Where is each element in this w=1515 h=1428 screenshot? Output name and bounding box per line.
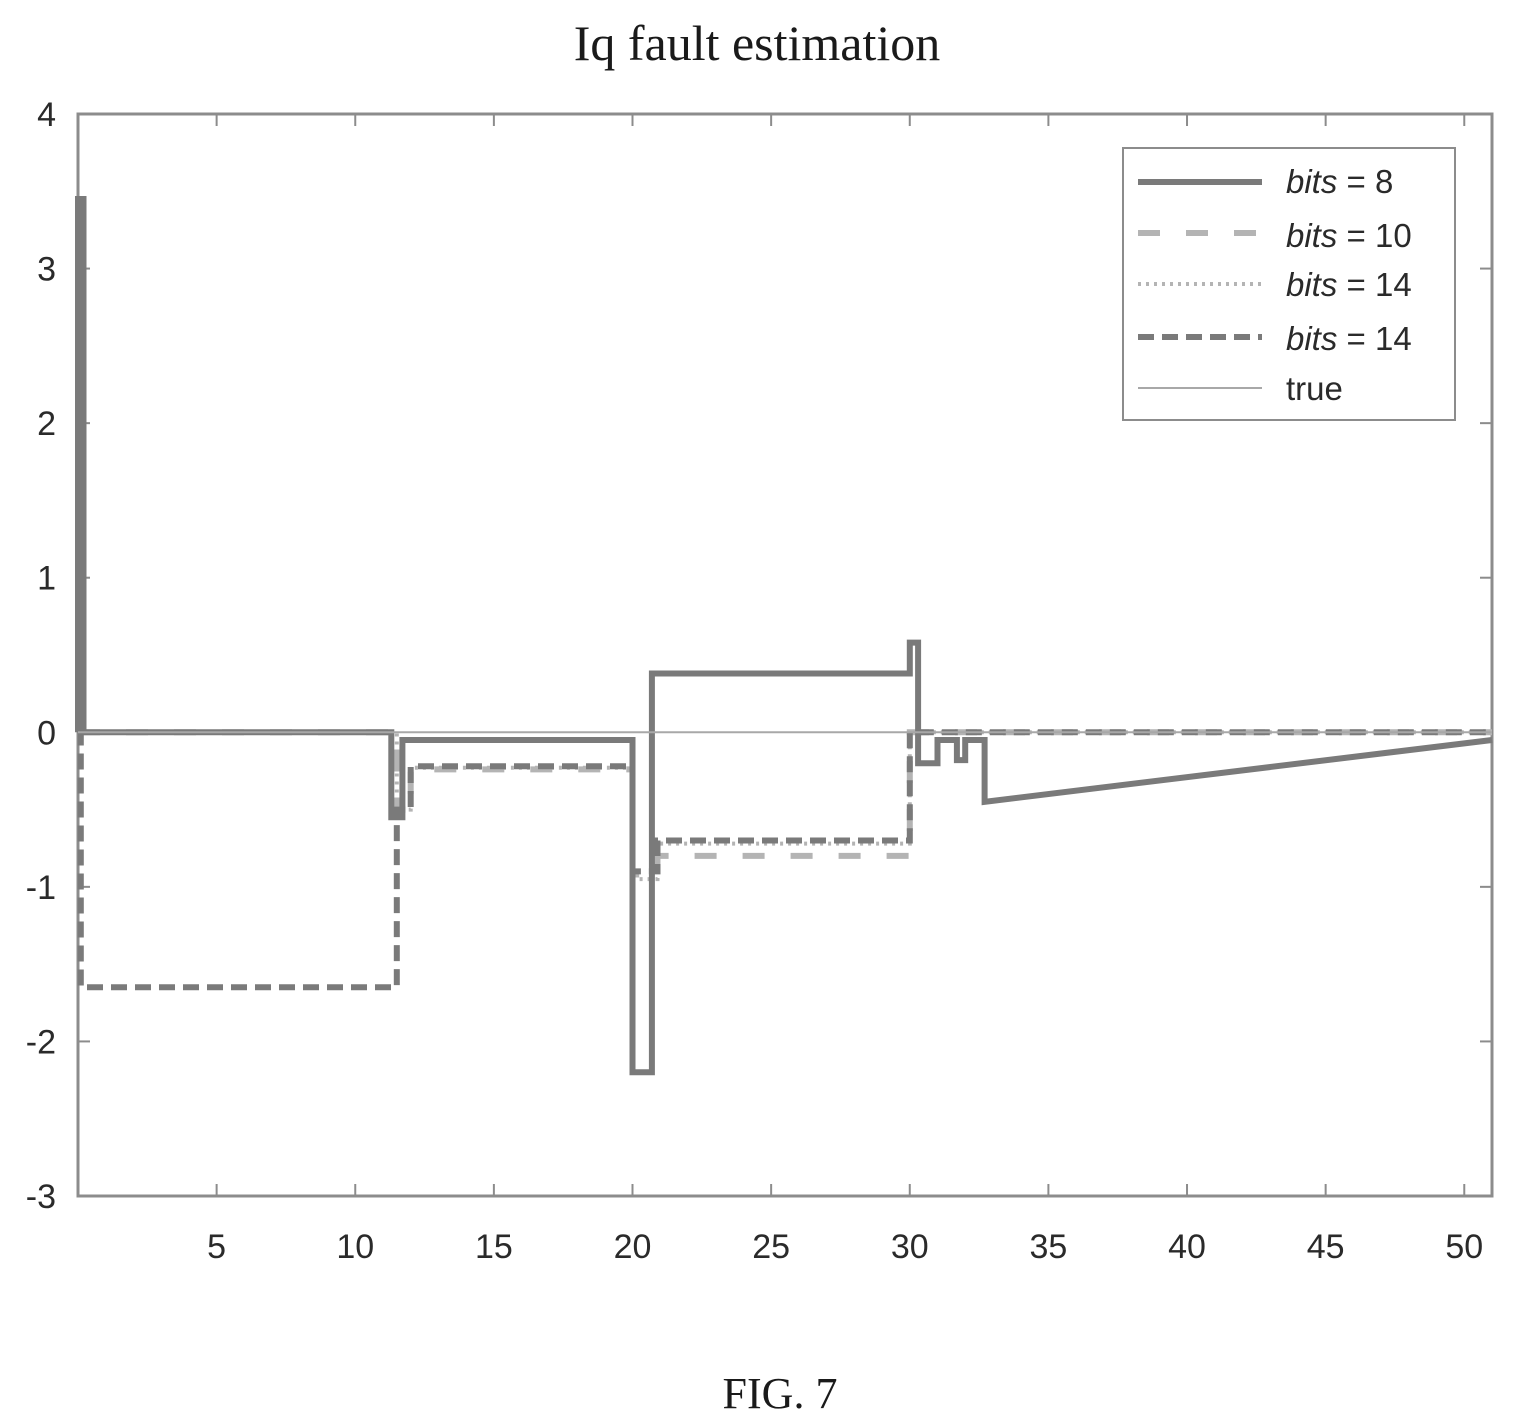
- x-tick-label: 20: [614, 1228, 652, 1266]
- chart-title: Iq fault estimation: [574, 15, 941, 71]
- legend-label-bits-10: bits = 10: [1286, 217, 1412, 254]
- x-tick-label: 10: [336, 1228, 374, 1266]
- y-tick-label: 0: [37, 714, 56, 752]
- x-tick-labels: 5 10 15 20 25 30 35 40 45 50: [207, 1228, 1483, 1266]
- series-bits-14-dotted: [78, 730, 1492, 882]
- tick-marks: [78, 113, 1492, 1197]
- x-tick-label: 25: [752, 1228, 790, 1266]
- x-tick-label: 15: [475, 1228, 513, 1266]
- legend: bits = 8 bits = 10 bits = 14 bits = 14 t…: [1122, 147, 1456, 421]
- series-bits-10: [78, 729, 1492, 878]
- y-tick-label: -3: [26, 1178, 56, 1216]
- x-tick-label: 30: [891, 1228, 929, 1266]
- legend-label-bits-14-b: bits = 14: [1286, 320, 1412, 357]
- legend-label-true: true: [1286, 370, 1343, 407]
- x-tick-label: 45: [1307, 1228, 1345, 1266]
- y-tick-label: -2: [26, 1023, 56, 1061]
- x-tick-label: 50: [1445, 1228, 1483, 1266]
- y-tick-label: -1: [26, 869, 56, 907]
- y-tick-label: 4: [37, 96, 56, 134]
- x-tick-label: 5: [207, 1228, 226, 1266]
- x-tick-label: 40: [1168, 1228, 1206, 1266]
- figure-label: FIG. 7: [723, 1369, 838, 1418]
- series-group: [75, 196, 1493, 1076]
- y-tick-label: 1: [37, 560, 56, 598]
- y-tick-label: 3: [37, 251, 56, 289]
- legend-box: [1122, 147, 1456, 421]
- y-tick-label: 2: [37, 405, 56, 443]
- x-tick-label: 35: [1029, 1228, 1067, 1266]
- legend-label-bits-8: bits = 8: [1286, 163, 1393, 200]
- y-tick-labels: 4 3 2 1 0 -1 -2 -3: [26, 96, 56, 1216]
- legend-label-bits-14-a: bits = 14: [1286, 266, 1412, 303]
- series-bits-14-dashed: [77, 729, 1492, 991]
